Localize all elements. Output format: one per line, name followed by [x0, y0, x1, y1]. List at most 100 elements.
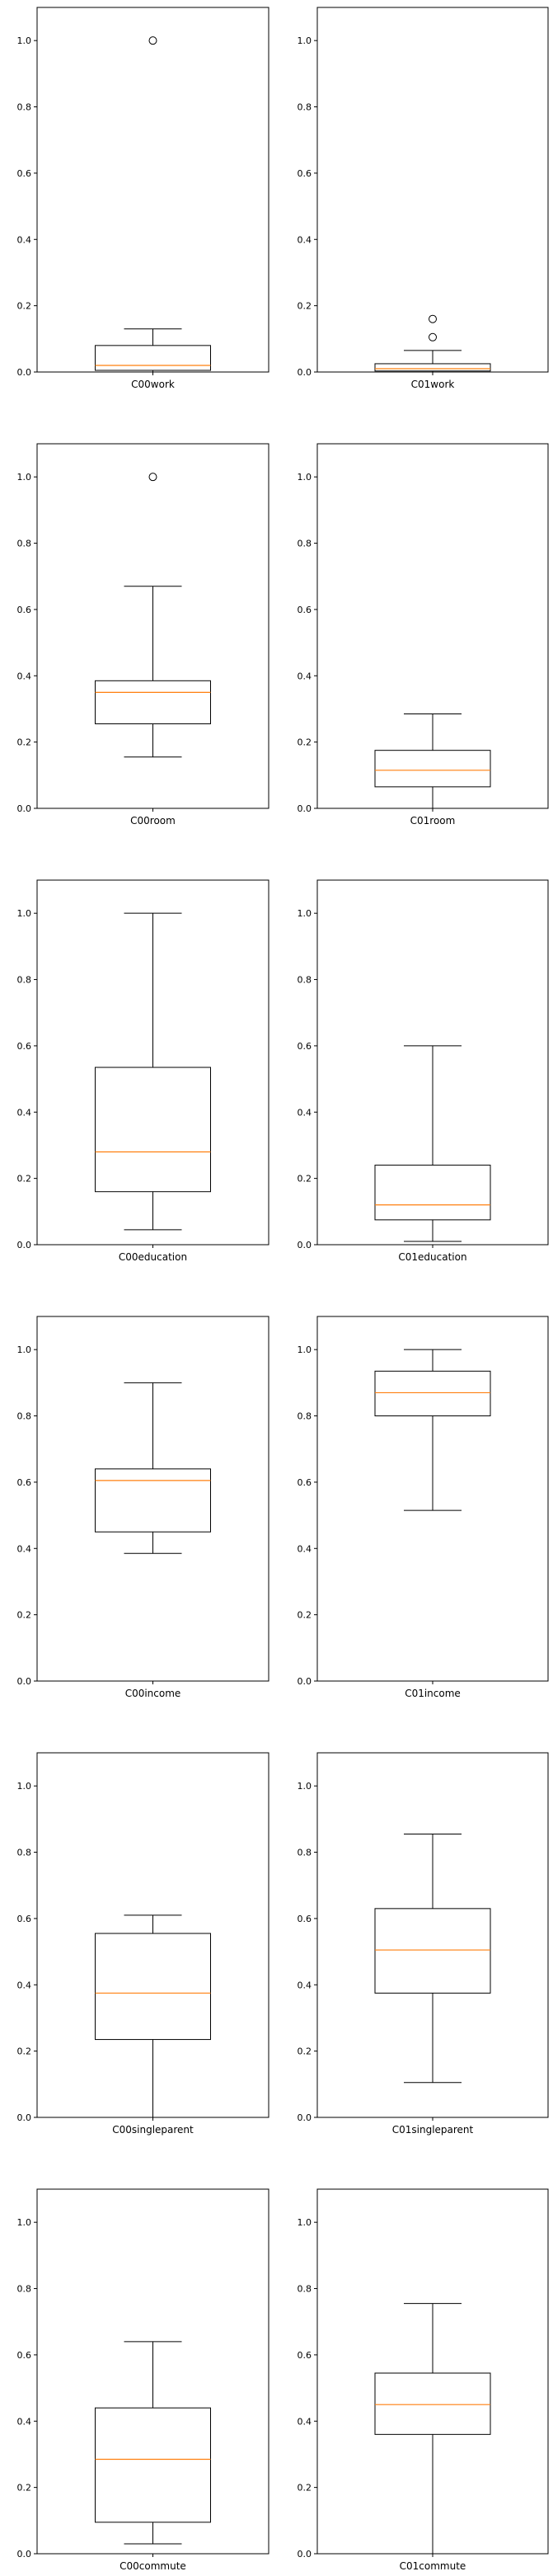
chart-C00income-ytick-label-5: 1.0	[17, 1345, 32, 1355]
chart-C00singleparent-xtick-label: C00singleparent	[112, 2124, 194, 2136]
chart-C00work-ytick-label-0: 0.0	[17, 367, 32, 378]
chart-C00education-xtick-label: C00education	[119, 1251, 187, 1263]
chart-C00education-ytick-label-5: 1.0	[17, 908, 32, 919]
chart-C01room-xtick-label: C01room	[410, 815, 456, 826]
chart-C01commute-ytick-label-1: 0.2	[298, 2483, 312, 2494]
chart-C00room-box	[95, 680, 211, 725]
chart-C01singleparent-ytick-label-4: 0.8	[298, 1848, 312, 1858]
chart-C01singleparent-ytick-label-1: 0.2	[298, 2046, 312, 2057]
chart-C00commute-ytick-label-2: 0.4	[17, 2416, 32, 2427]
chart-C00education-ytick-label-2: 0.4	[17, 1107, 32, 1118]
chart-C01education-ytick-label-3: 0.6	[298, 1041, 312, 1052]
chart-C00singleparent-ytick-label-1: 0.2	[17, 2046, 32, 2057]
chart-C01education-ytick-label-5: 1.0	[298, 908, 312, 919]
chart-C01work-box	[374, 363, 491, 372]
chart-C01room-ytick-label-3: 0.6	[298, 605, 312, 615]
chart-C01work-axes-frame	[316, 7, 549, 373]
chart-C00income-ytick-label-1: 0.2	[17, 1610, 32, 1621]
chart-C01room-ytick-label-0: 0.0	[298, 803, 312, 814]
chart-C01work-outlier-0	[429, 332, 437, 341]
chart-C00room-ytick-label-0: 0.0	[17, 803, 32, 814]
chart-C00work-ytick-label-2: 0.4	[17, 234, 32, 245]
chart-C01singleparent-ytick-label-5: 1.0	[298, 1781, 312, 1792]
chart-C01education-ytick-label-4: 0.8	[298, 975, 312, 986]
chart-C00room-ytick-label-3: 0.6	[17, 605, 32, 615]
chart-C01income-xtick-label: C01income	[405, 1688, 461, 1699]
chart-C00work-xtick-label: C00work	[131, 379, 175, 390]
chart-C01room-ytick-label-1: 0.2	[298, 737, 312, 748]
chart-C00commute-ytick-label-4: 0.8	[17, 2284, 32, 2295]
chart-C01income-box	[374, 1370, 491, 1417]
chart-C01commute-box	[374, 2372, 491, 2435]
chart-C01work-ytick-label-1: 0.2	[298, 301, 312, 312]
chart-C01commute-ytick-label-3: 0.6	[298, 2350, 312, 2361]
chart-C00income-ytick-label-0: 0.0	[17, 1676, 32, 1687]
chart-C00education: 0.0 0.2 0.4 0.6 0.8 1.0 C00education	[17, 879, 269, 1263]
chart-C01income-ytick-label-2: 0.4	[298, 1543, 312, 1554]
chart-C01commute-ytick-label-0: 0.0	[298, 2549, 312, 2560]
chart-C01singleparent-ytick-label-2: 0.4	[298, 1980, 312, 1990]
chart-C00work-ytick-label-5: 1.0	[17, 35, 32, 46]
chart-C00singleparent-ytick-label-0: 0.0	[17, 2112, 32, 2123]
chart-C01room-ytick-label-5: 1.0	[298, 472, 312, 483]
chart-C01income-ytick-label-5: 1.0	[298, 1345, 312, 1355]
chart-C01commute-ytick-label-2: 0.4	[298, 2416, 312, 2427]
chart-C00commute-ytick-label-1: 0.2	[17, 2483, 32, 2494]
chart-C01work-ytick-label-0: 0.0	[298, 367, 312, 378]
chart-C01singleparent-xtick-label: C01singleparent	[392, 2124, 474, 2136]
chart-C00commute-xtick-label: C00commute	[120, 2560, 186, 2572]
chart-C01singleparent: 0.0 0.2 0.4 0.6 0.8 1.0 C01singleparent	[298, 1752, 549, 2136]
chart-C01education-xtick-label: C01education	[398, 1251, 466, 1263]
chart-C01commute: 0.0 0.2 0.4 0.6 0.8 1.0 C01commute	[298, 2188, 549, 2572]
chart-C01education-ytick-label-2: 0.4	[298, 1107, 312, 1118]
chart-C00commute-ytick-label-0: 0.0	[17, 2549, 32, 2560]
chart-C00income-box	[95, 1468, 211, 1533]
chart-C01work-ytick-label-4: 0.8	[298, 102, 312, 113]
chart-C00commute-box	[95, 2407, 211, 2523]
chart-C01commute-ytick-label-5: 1.0	[298, 2217, 312, 2228]
chart-C00room-outlier-0	[148, 473, 157, 482]
chart-C00work: 0.0 0.2 0.4 0.6 0.8 1.0 C00work	[17, 7, 269, 390]
chart-C01work-xtick-label: C01work	[411, 379, 455, 390]
chart-C00education-ytick-label-4: 0.8	[17, 975, 32, 986]
chart-C01work: 0.0 0.2 0.4 0.6 0.8 1.0 C01work	[298, 7, 549, 390]
chart-C00income-ytick-label-3: 0.6	[17, 1477, 32, 1488]
chart-C01work-outlier-1	[429, 314, 437, 323]
chart-C00work-axes-frame	[36, 7, 269, 373]
chart-C00education-box	[95, 1067, 211, 1193]
chart-C00commute-ytick-label-3: 0.6	[17, 2350, 32, 2361]
chart-C01singleparent-ytick-label-3: 0.6	[298, 1914, 312, 1924]
chart-C01room-ytick-label-2: 0.4	[298, 671, 312, 681]
chart-C01work-ytick-label-2: 0.4	[298, 234, 312, 245]
chart-C01commute-xtick-label: C01commute	[400, 2560, 466, 2572]
chart-C00work-ytick-label-1: 0.2	[17, 301, 32, 312]
chart-C01room: 0.0 0.2 0.4 0.6 0.8 1.0 C01room	[298, 443, 549, 826]
chart-C01education-ytick-label-0: 0.0	[298, 1240, 312, 1250]
chart-C01income-ytick-label-3: 0.6	[298, 1477, 312, 1488]
chart-C01education-box	[374, 1165, 491, 1221]
chart-C00room-ytick-label-1: 0.2	[17, 737, 32, 748]
chart-C00education-ytick-label-0: 0.0	[17, 1240, 32, 1250]
chart-C00commute: 0.0 0.2 0.4 0.6 0.8 1.0 C00commute	[17, 2188, 269, 2572]
chart-C00singleparent: 0.0 0.2 0.4 0.6 0.8 1.0 C00singleparent	[17, 1752, 269, 2136]
chart-C01commute-ytick-label-4: 0.8	[298, 2284, 312, 2295]
chart-C00income-xtick-label: C00income	[125, 1688, 181, 1699]
chart-C01income: 0.0 0.2 0.4 0.6 0.8 1.0 C01income	[298, 1316, 549, 1699]
chart-C00room: 0.0 0.2 0.4 0.6 0.8 1.0 C00room	[17, 443, 269, 826]
chart-C00singleparent-ytick-label-4: 0.8	[17, 1848, 32, 1858]
chart-C01income-ytick-label-0: 0.0	[298, 1676, 312, 1687]
chart-C00singleparent-ytick-label-2: 0.4	[17, 1980, 32, 1990]
chart-C01room-box	[374, 750, 491, 788]
chart-C00work-box	[95, 345, 211, 371]
chart-C01singleparent-ytick-label-0: 0.0	[298, 2112, 312, 2123]
chart-C01income-ytick-label-1: 0.2	[298, 1610, 312, 1621]
chart-C00singleparent-ytick-label-3: 0.6	[17, 1914, 32, 1924]
chart-C00singleparent-ytick-label-5: 1.0	[17, 1781, 32, 1792]
chart-C00work-ytick-label-3: 0.6	[17, 168, 32, 179]
chart-C01room-axes-frame	[316, 443, 549, 809]
chart-C00income-ytick-label-2: 0.4	[17, 1543, 32, 1554]
chart-C01education: 0.0 0.2 0.4 0.6 0.8 1.0 C01education	[298, 879, 549, 1263]
chart-C01income-ytick-label-4: 0.8	[298, 1411, 312, 1422]
chart-C00singleparent-box	[95, 1933, 211, 2041]
